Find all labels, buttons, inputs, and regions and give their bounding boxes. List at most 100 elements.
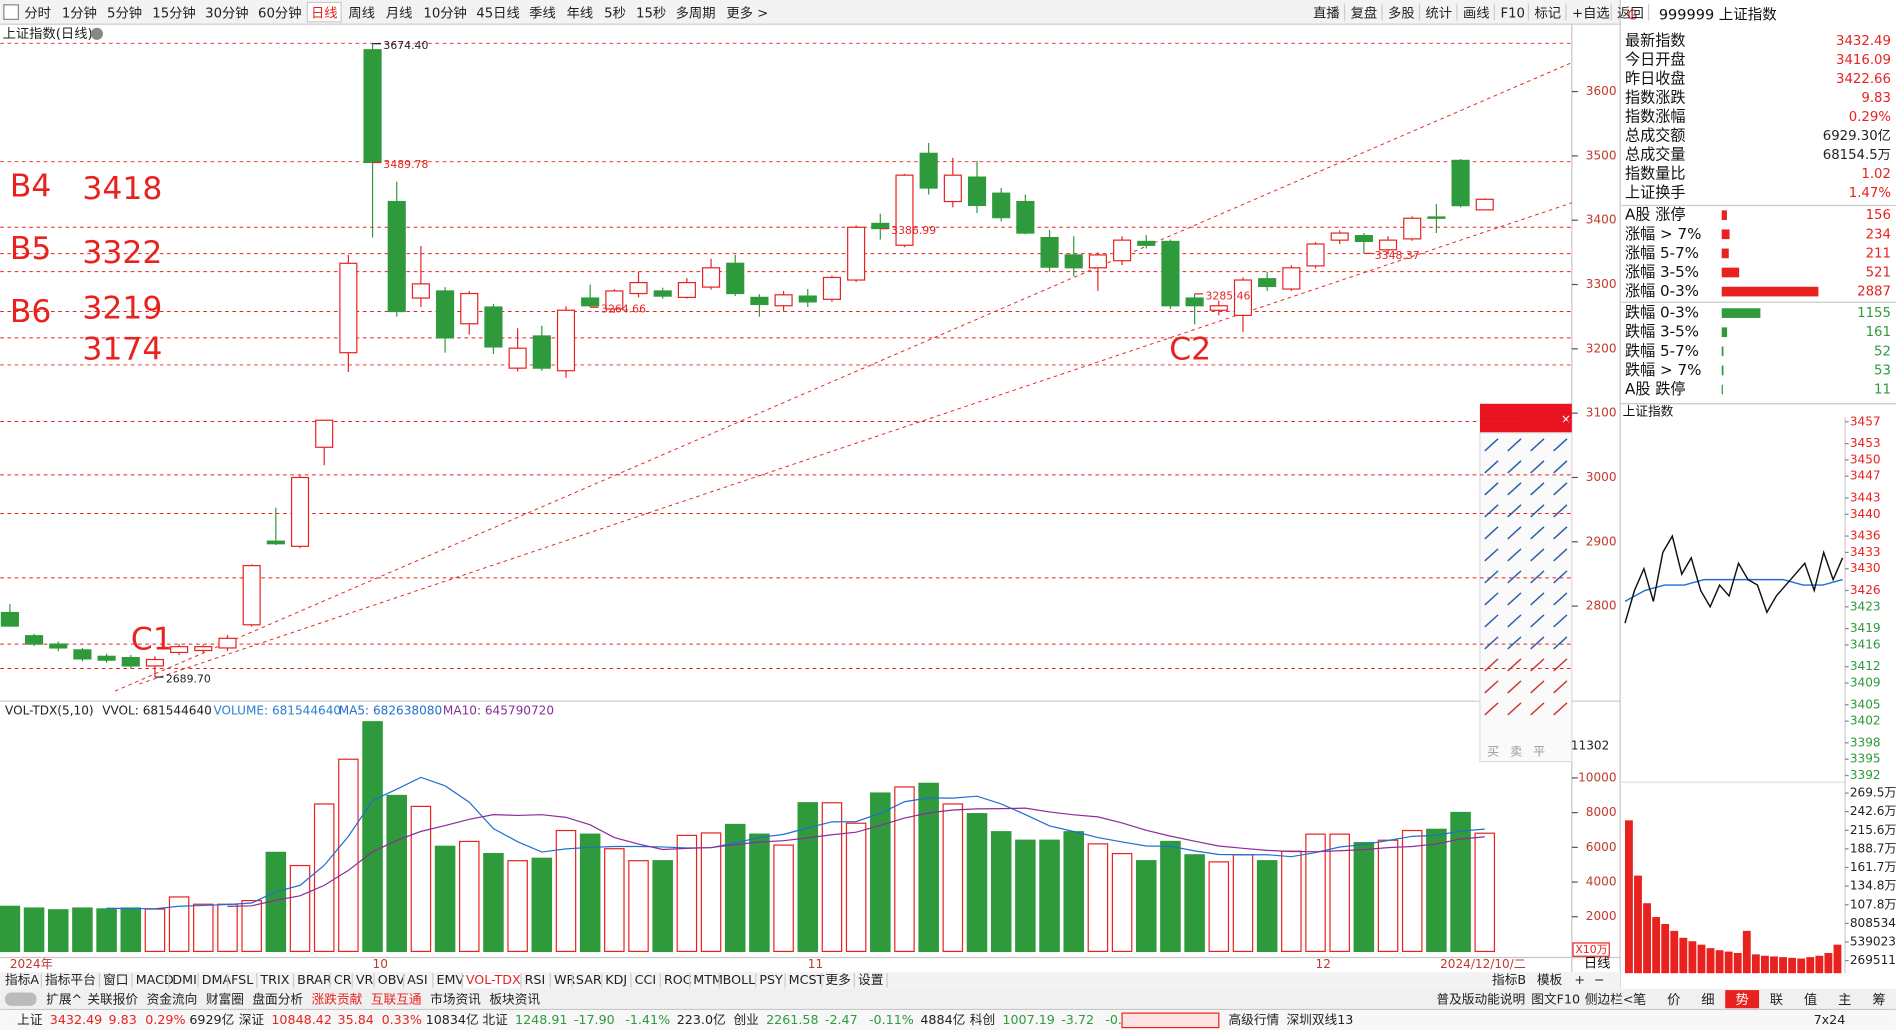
function-tab[interactable]: 涨跌贡献 xyxy=(312,991,363,1006)
toolbar-button[interactable]: 返回 xyxy=(1617,5,1644,21)
function-tab[interactable]: 关联报价 xyxy=(87,991,138,1006)
indicator-tab[interactable]: DMA xyxy=(202,972,232,987)
tool-icon[interactable] xyxy=(1553,504,1568,518)
indicator-tab[interactable]: 更多 xyxy=(825,972,850,987)
function-tab[interactable]: 财富圈 xyxy=(206,991,244,1006)
tool-icon[interactable] xyxy=(1484,460,1499,474)
toolbar-button[interactable]: F10 xyxy=(1500,6,1525,21)
toolbar-button[interactable]: 5秒 xyxy=(604,5,626,21)
toolbar-button[interactable]: 5分钟 xyxy=(107,4,142,21)
toolbar-button[interactable]: 季线 xyxy=(529,5,556,21)
indicator-tab[interactable]: ASI xyxy=(407,972,427,987)
tool-icon[interactable] xyxy=(1507,438,1522,452)
title-dropdown[interactable] xyxy=(90,27,103,40)
indicator-tab[interactable]: BOLL xyxy=(723,972,756,987)
tool-icon[interactable] xyxy=(1553,592,1568,606)
toolbar-button[interactable]: 多股 xyxy=(1388,4,1415,21)
indicator-tab[interactable]: MCST xyxy=(789,972,825,987)
indicator-tab[interactable]: DMI xyxy=(172,972,196,987)
indicator-tab[interactable]: SAR xyxy=(576,972,602,987)
indicator-tab[interactable]: CCI xyxy=(635,972,656,987)
indicator-tab[interactable]: TRIX xyxy=(259,972,289,987)
function-link[interactable]: 侧边栏< xyxy=(1585,991,1634,1006)
trade-button[interactable]: 卖 xyxy=(1510,744,1522,758)
tool-icon[interactable] xyxy=(1530,658,1545,672)
toolbar-button[interactable]: 1分钟 xyxy=(62,4,97,21)
tool-icon[interactable] xyxy=(1484,526,1499,540)
indicator-tab[interactable]: ROC xyxy=(664,972,692,987)
tool-icon[interactable] xyxy=(1484,702,1499,716)
function-tab[interactable]: 互联互通 xyxy=(371,991,422,1006)
tool-icon[interactable] xyxy=(1507,636,1522,650)
tool-icon[interactable] xyxy=(1530,570,1545,584)
tool-icon[interactable] xyxy=(1507,570,1522,584)
indicator-tab[interactable]: RSI xyxy=(525,972,546,987)
tool-icon[interactable] xyxy=(1484,504,1499,518)
tool-icon[interactable] xyxy=(1553,438,1568,452)
indicator-tab[interactable]: BRAR xyxy=(297,972,332,987)
indicator-tab[interactable]: 窗口 xyxy=(103,972,128,987)
tool-icon[interactable] xyxy=(1484,570,1499,584)
tool-icon[interactable] xyxy=(1507,614,1522,628)
tool-icon[interactable] xyxy=(1507,504,1522,518)
indicator-tab[interactable]: VR xyxy=(356,972,374,987)
tool-icon[interactable] xyxy=(1553,614,1568,628)
side-tab[interactable]: 笔 xyxy=(1633,992,1646,1008)
status-right[interactable]: 高级行情 xyxy=(1228,1012,1279,1027)
indicator-tab[interactable]: 指标平台 xyxy=(45,972,96,987)
tool-icon[interactable] xyxy=(1507,680,1522,694)
indicator-tab[interactable]: 模板 xyxy=(1537,972,1563,987)
side-tab[interactable]: 值 xyxy=(1804,992,1817,1008)
tool-icon[interactable] xyxy=(1484,548,1499,562)
tool-icon[interactable] xyxy=(1530,460,1545,474)
indicator-tab[interactable]: EMV xyxy=(436,972,464,987)
toolbar-button[interactable]: 日线 xyxy=(311,5,338,21)
indicator-tab[interactable]: VOL-TDX xyxy=(466,972,521,987)
tool-icon[interactable] xyxy=(1553,526,1568,540)
toolbar-button[interactable]: 直播 xyxy=(1313,5,1340,21)
tool-icon[interactable] xyxy=(1530,438,1545,452)
function-tab[interactable]: 资金流向 xyxy=(147,991,198,1006)
trade-button[interactable]: 平 xyxy=(1533,744,1545,758)
tool-icon[interactable] xyxy=(1553,680,1568,694)
tool-icon[interactable] xyxy=(1507,592,1522,606)
palette-close[interactable]: × xyxy=(1561,412,1571,426)
indicator-tab[interactable]: MACD xyxy=(136,972,174,987)
tool-icon[interactable] xyxy=(1484,614,1499,628)
tool-icon[interactable] xyxy=(1553,636,1568,650)
function-link[interactable]: 图文F10 xyxy=(1531,991,1580,1006)
tool-icon[interactable] xyxy=(1530,482,1545,496)
tool-icon[interactable] xyxy=(1507,482,1522,496)
side-tab[interactable]: 筹 xyxy=(1872,991,1885,1008)
indicator-tab[interactable]: FSL xyxy=(231,972,253,987)
toolbar-button[interactable]: 分时 xyxy=(24,5,51,21)
window-icon[interactable] xyxy=(3,4,19,20)
tool-icon[interactable] xyxy=(1484,658,1499,672)
toolbar-button[interactable]: 45日线 xyxy=(476,5,519,21)
tool-icon[interactable] xyxy=(1530,636,1545,650)
tool-icon[interactable] xyxy=(1553,548,1568,562)
tool-icon[interactable] xyxy=(1553,482,1568,496)
indicator-tab[interactable]: WR xyxy=(554,972,576,987)
toolbar-button[interactable]: 周线 xyxy=(348,5,375,21)
toolbar-button[interactable]: 60分钟 xyxy=(258,4,301,21)
toolbar-button[interactable]: 多周期 xyxy=(676,4,716,21)
indicator-tab[interactable]: + xyxy=(1574,972,1585,987)
indicator-tab[interactable]: − xyxy=(1594,972,1605,987)
function-tab[interactable]: 扩展^ xyxy=(46,991,82,1006)
side-tab[interactable]: 细 xyxy=(1701,992,1714,1008)
toolbar-button[interactable]: 标记 xyxy=(1534,5,1561,21)
function-tab[interactable]: 板块资讯 xyxy=(489,991,540,1006)
tool-icon[interactable] xyxy=(1484,592,1499,606)
trade-button[interactable]: 买 xyxy=(1487,744,1499,758)
toolbar-button[interactable]: 年线 xyxy=(567,5,594,21)
side-tab[interactable]: 势 xyxy=(1735,992,1748,1008)
status-right[interactable]: 深圳双线13 xyxy=(1286,1012,1353,1027)
tool-icon[interactable] xyxy=(1507,658,1522,672)
toolbar-button[interactable]: 30分钟 xyxy=(205,4,248,21)
toolbar-button[interactable]: 复盘 xyxy=(1351,4,1378,21)
tool-icon[interactable] xyxy=(1530,702,1545,716)
function-tab[interactable]: 市场资讯 xyxy=(430,991,481,1006)
function-link[interactable]: 普及版动能说明 xyxy=(1436,991,1525,1006)
tool-icon[interactable] xyxy=(1530,526,1545,540)
